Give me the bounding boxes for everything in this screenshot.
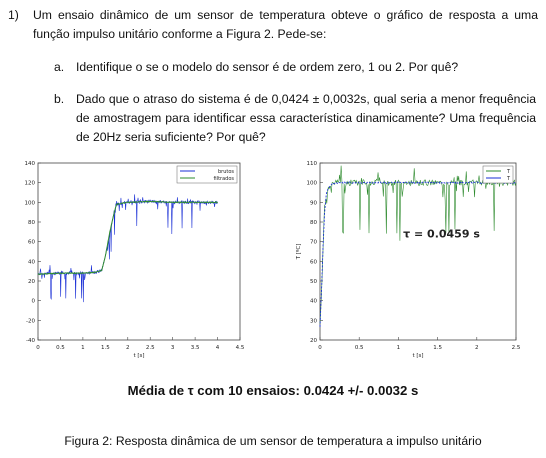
legend-label: T bbox=[506, 176, 511, 182]
legend-box bbox=[176, 165, 238, 184]
x-tick-label: 0 bbox=[36, 345, 40, 351]
y-tick-label: 30 bbox=[310, 318, 317, 324]
y-tick-label: 50 bbox=[310, 279, 317, 285]
x-tick-label: 3 bbox=[171, 345, 175, 351]
y-axis-label: T [ºC] bbox=[295, 244, 302, 261]
x-tick-label: 2 bbox=[475, 345, 479, 351]
y-tick-label: 20 bbox=[310, 338, 317, 344]
tau-annotation: τ = 0.0459 s bbox=[403, 227, 480, 240]
plot-frame bbox=[37, 162, 241, 341]
y-tick-label: -20 bbox=[26, 318, 35, 324]
y-tick-label: 80 bbox=[28, 220, 35, 226]
item-b-letter: b. bbox=[54, 92, 65, 106]
x-tick-label: 2.5 bbox=[512, 345, 521, 351]
temperature-response-chart: 0 0.5 1 1.5 2 2.5 20 30 40 50 60 70 80 90 100 110 t [s] T… bbox=[295, 161, 521, 359]
plot-frame bbox=[319, 162, 517, 341]
legend-label: brutos bbox=[218, 169, 234, 175]
series-line bbox=[37, 200, 218, 276]
y-tick-label: 140 bbox=[25, 161, 36, 167]
x-tick-label: 4.5 bbox=[236, 345, 245, 351]
y-tick-label: 40 bbox=[28, 259, 35, 265]
y-tick-label: 70 bbox=[310, 240, 317, 246]
raw-filtered-chart: 0 0.5 1 1.5 2 2.5 3 3.5 4 4.5 -40 -20 0 20 40 60 80 100 12… bbox=[25, 161, 245, 359]
x-tick-label: 1.5 bbox=[433, 345, 442, 351]
question-number: 1) bbox=[8, 8, 19, 22]
x-tick-label: 4 bbox=[216, 345, 220, 351]
legend-label: filtrados bbox=[214, 176, 235, 182]
x-tick-label: 2 bbox=[126, 345, 129, 351]
y-tick-label: 60 bbox=[310, 259, 317, 265]
y-tick-label: 60 bbox=[28, 240, 35, 246]
x-tick-label: 2.5 bbox=[146, 345, 155, 351]
x-tick-label: 1.5 bbox=[101, 345, 110, 351]
x-tick-label: 0.5 bbox=[355, 345, 364, 351]
x-axis-label: t [s] bbox=[412, 353, 423, 359]
figure-caption: Figura 2: Resposta dinâmica de um sensor… bbox=[64, 434, 482, 448]
x-tick-label: 3.5 bbox=[191, 345, 200, 351]
item-a-letter: a. bbox=[54, 60, 65, 74]
mean-tau-text: Média de τ com 10 ensaios: 0.0424 +/- 0.… bbox=[127, 383, 419, 398]
question-text: Um ensaio dinâmico de um sensor de tempe… bbox=[33, 8, 538, 41]
x-tick-label: 1 bbox=[397, 345, 401, 351]
y-tick-label: 90 bbox=[310, 200, 317, 206]
x-tick-label: 0 bbox=[318, 345, 322, 351]
legend-box bbox=[482, 165, 514, 184]
item-a-text: Identifique o se o modelo do sensor é de… bbox=[76, 60, 459, 74]
legend-label: T bbox=[506, 169, 511, 175]
x-axis-label: t [s] bbox=[133, 353, 144, 359]
y-tick-label: 100 bbox=[307, 181, 318, 187]
y-tick-label: 80 bbox=[310, 220, 317, 226]
x-tick-label: 1 bbox=[81, 345, 85, 351]
y-tick-label: 20 bbox=[28, 279, 35, 285]
y-tick-label: -40 bbox=[26, 338, 35, 344]
x-tick-label: 0.5 bbox=[56, 345, 65, 351]
y-tick-label: 40 bbox=[310, 299, 317, 305]
item-b-text: Dado que o atraso do sistema é de 0,0424… bbox=[76, 92, 536, 144]
y-tick-label: 120 bbox=[25, 181, 36, 187]
y-tick-label: 110 bbox=[307, 161, 318, 167]
y-tick-label: 100 bbox=[25, 200, 36, 206]
y-tick-label: 0 bbox=[32, 299, 36, 305]
